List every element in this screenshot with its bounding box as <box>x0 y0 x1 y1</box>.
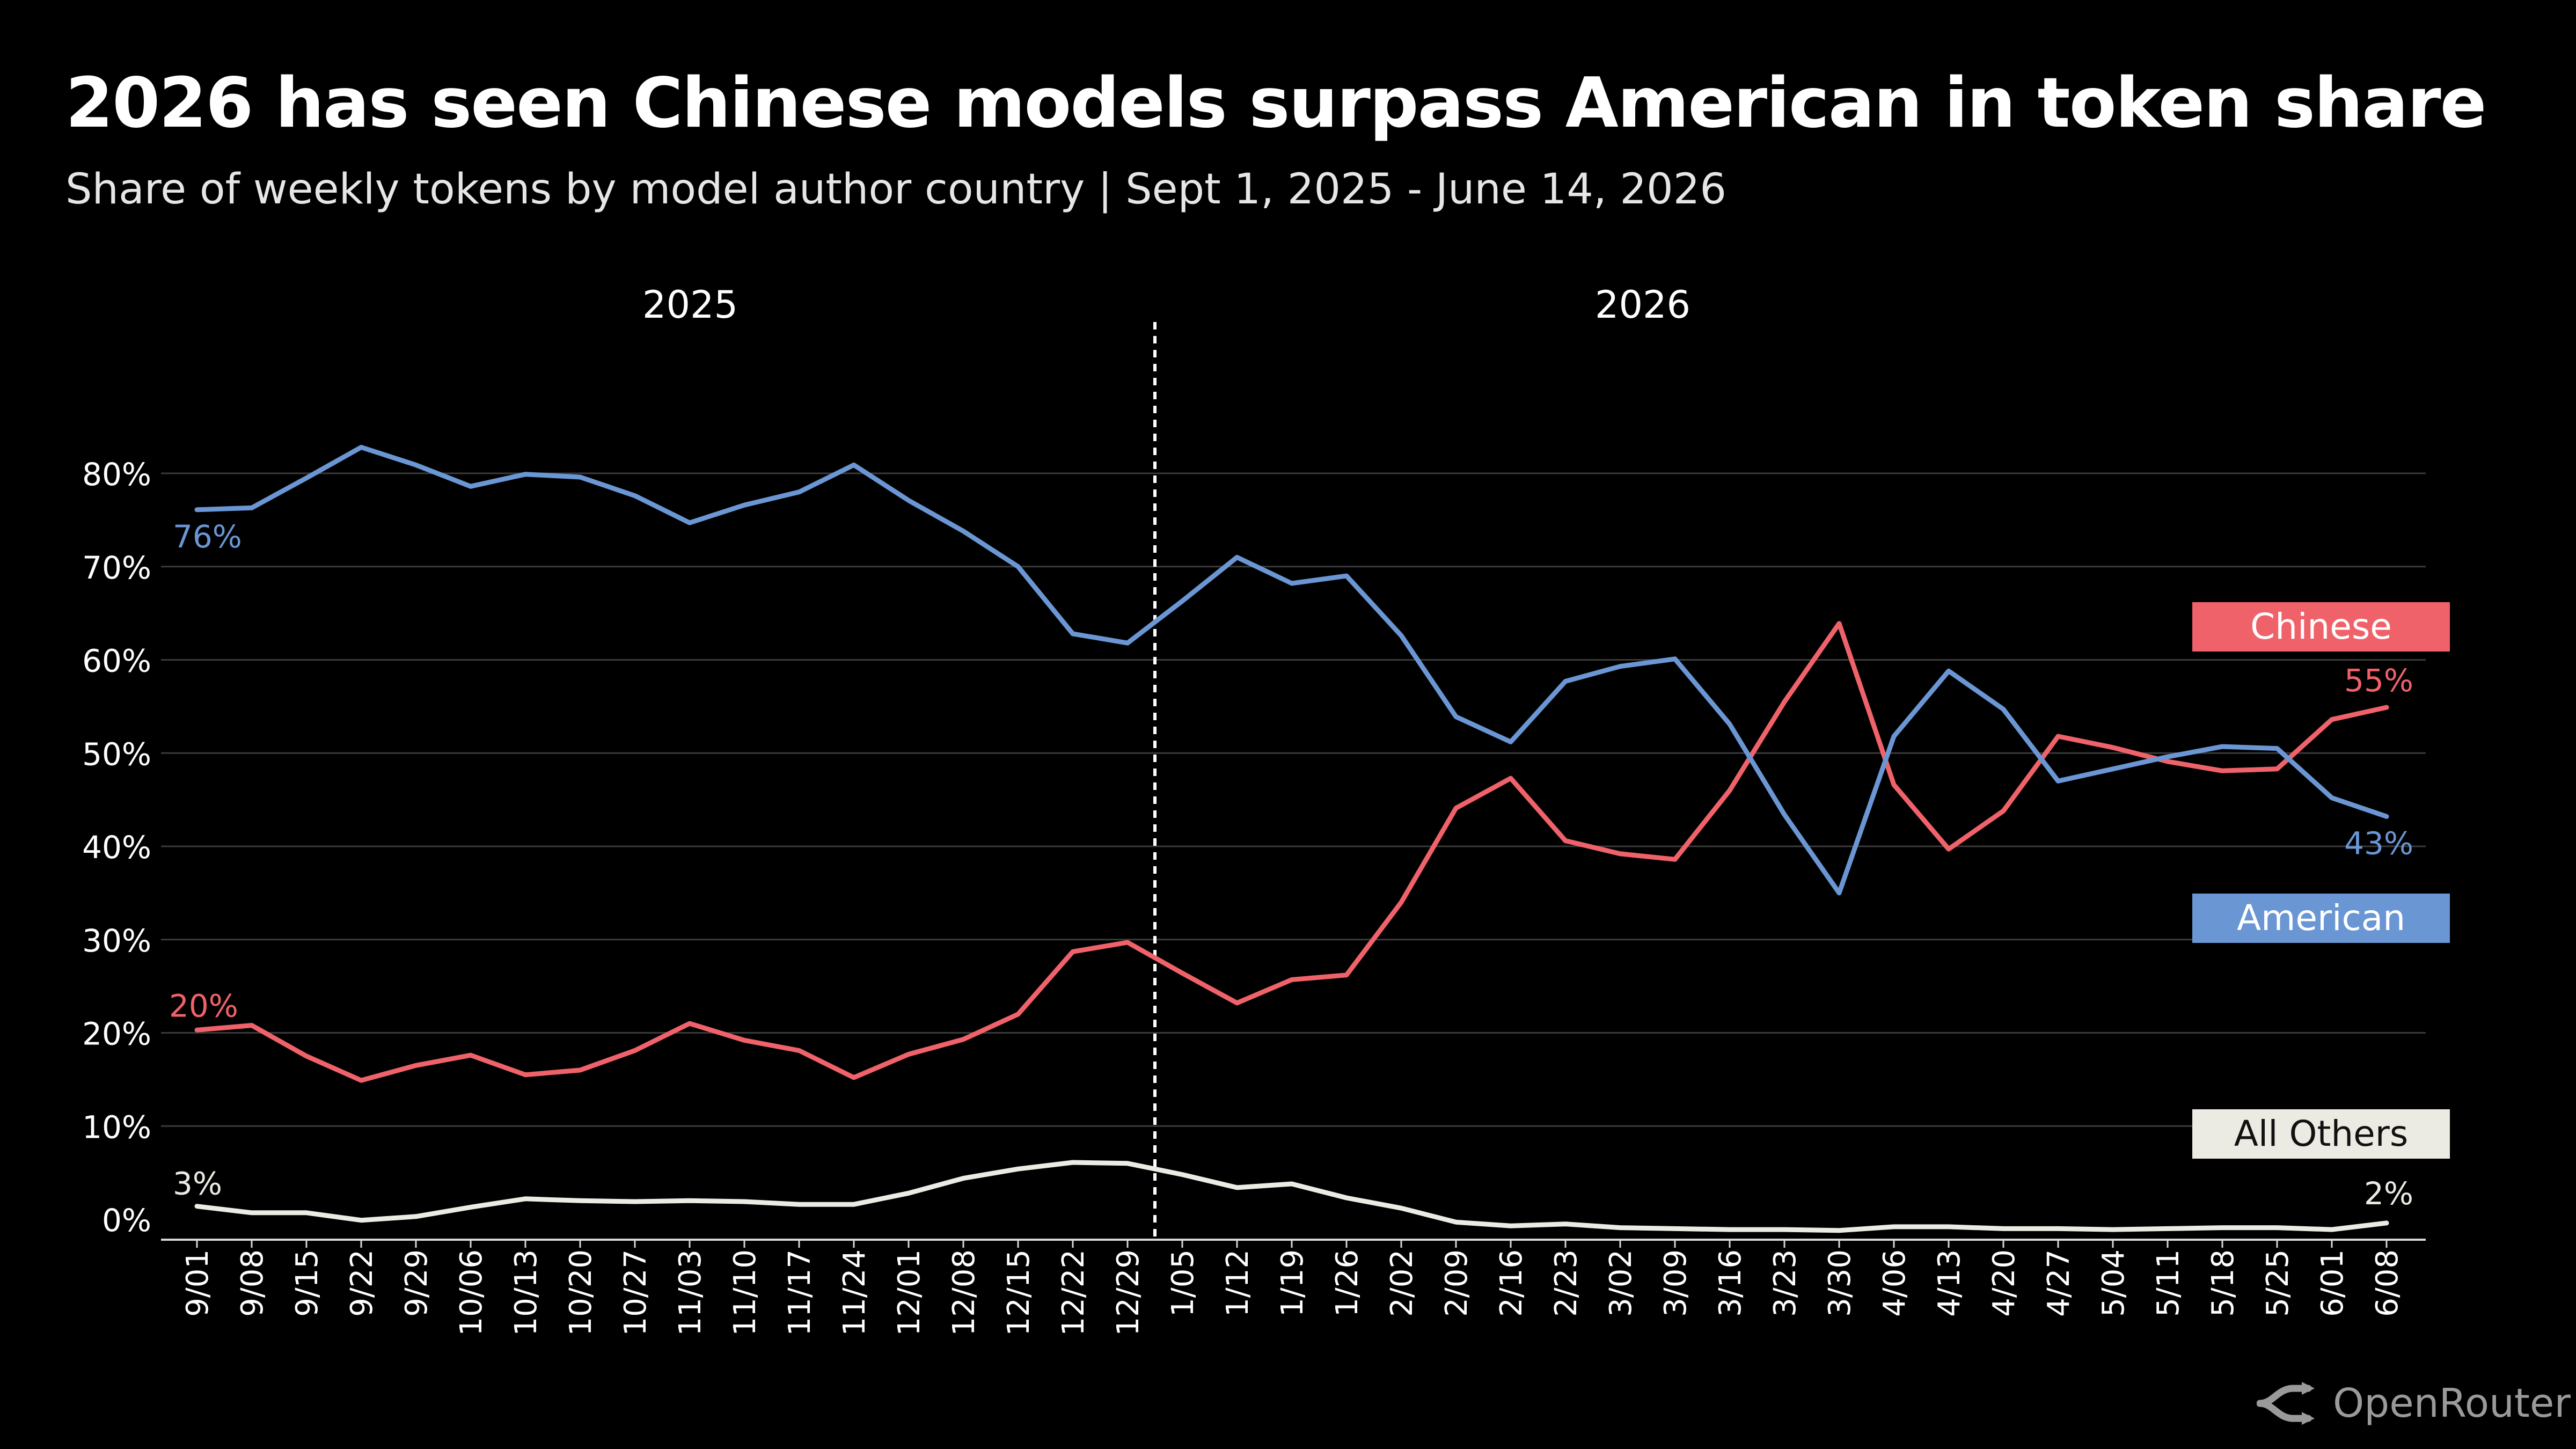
x-tick-label: 4/13 <box>1932 1249 1967 1317</box>
x-tick-label: 5/11 <box>2151 1249 2186 1317</box>
x-tick-label: 1/19 <box>1275 1249 1310 1317</box>
series-line-american <box>194 444 2389 896</box>
x-tick-label: 4/20 <box>1987 1249 2022 1317</box>
x-tick-label: 5/04 <box>2096 1249 2131 1317</box>
x-tick-label: 10/06 <box>454 1249 489 1336</box>
x-tick-label: 1/26 <box>1330 1249 1365 1317</box>
x-tick-label: 3/09 <box>1658 1249 1693 1317</box>
legend-label: American <box>2237 897 2405 939</box>
x-tick-label: 11/03 <box>673 1249 708 1336</box>
x-tick-label: 11/24 <box>837 1249 872 1336</box>
series-line-chinese <box>194 621 2389 1083</box>
legend-box-chinese <box>2192 602 2450 652</box>
legend-label: All Others <box>2234 1113 2409 1154</box>
y-tick-label: 20% <box>82 1016 151 1052</box>
american-start-label: 76% <box>173 518 242 555</box>
openrouter-logo-icon <box>2257 1382 2315 1425</box>
x-tick-label: 2/02 <box>1385 1249 1419 1317</box>
y-tick-label: 50% <box>82 736 151 772</box>
chinese-start-label: 20% <box>169 987 238 1024</box>
x-tick-label: 3/30 <box>1823 1249 1857 1317</box>
x-tick-label: 6/08 <box>2370 1249 2405 1317</box>
x-tick-label: 4/06 <box>1877 1249 1912 1317</box>
y-tick-label: 10% <box>82 1109 151 1145</box>
legend-box-all-others <box>2192 1109 2450 1159</box>
brand-logo: OpenRouter <box>2257 1380 2571 1426</box>
y-tick-label: 80% <box>82 456 151 493</box>
chart-title: 2026 has seen Chinese models surpass Ame… <box>65 63 2486 143</box>
others-start-label: 3% <box>173 1166 222 1202</box>
x-tick-label: 9/08 <box>235 1249 270 1317</box>
y-tick-label: 30% <box>82 923 151 959</box>
year-label-2026: 2026 <box>1595 283 1690 327</box>
x-tick-label: 12/22 <box>1056 1249 1091 1336</box>
x-tick-label: 1/12 <box>1220 1249 1255 1317</box>
x-tick-label: 9/15 <box>290 1249 325 1317</box>
y-tick-label: 70% <box>82 550 151 586</box>
series-line-all-others <box>194 1160 2389 1233</box>
legend-label: Chinese <box>2250 606 2392 647</box>
x-tick-label: 3/02 <box>1604 1249 1638 1317</box>
x-tick-label: 2/23 <box>1549 1249 1584 1317</box>
x-tick-label: 9/22 <box>345 1249 379 1317</box>
x-tick-label: 3/23 <box>1768 1249 1803 1317</box>
x-tick-label: 12/08 <box>947 1249 982 1336</box>
year-label-2025: 2025 <box>642 283 738 327</box>
x-tick-label: 12/01 <box>892 1249 927 1336</box>
x-tick-label: 5/25 <box>2260 1249 2295 1317</box>
x-tick-label: 6/01 <box>2315 1249 2350 1317</box>
y-tick-label: 40% <box>82 829 151 866</box>
y-tick-label: 0% <box>102 1202 151 1239</box>
american-end-label: 43% <box>2344 825 2413 861</box>
x-tick-label: 2/09 <box>1439 1249 1474 1317</box>
x-tick-label: 5/18 <box>2206 1249 2241 1317</box>
x-tick-label: 10/27 <box>618 1249 653 1336</box>
x-tick-label: 3/16 <box>1713 1249 1748 1317</box>
others-end-label: 2% <box>2364 1175 2413 1212</box>
legend-box-american <box>2192 894 2450 943</box>
x-tick-label: 11/17 <box>782 1249 817 1336</box>
x-tick-label: 2/16 <box>1494 1249 1529 1317</box>
brand-name: OpenRouter <box>2333 1380 2571 1426</box>
x-tick-label: 12/29 <box>1111 1249 1146 1336</box>
x-tick-label: 10/13 <box>509 1249 544 1336</box>
x-tick-label: 12/15 <box>1001 1249 1036 1336</box>
x-tick-label: 4/27 <box>2041 1249 2076 1317</box>
chart-subtitle: Share of weekly tokens by model author c… <box>65 165 1726 214</box>
x-tick-label: 11/10 <box>728 1249 763 1336</box>
x-tick-label: 9/01 <box>180 1249 215 1317</box>
chinese-end-label: 55% <box>2344 662 2413 699</box>
y-tick-label: 60% <box>82 643 151 679</box>
x-tick-label: 1/05 <box>1166 1249 1201 1317</box>
x-tick-label: 9/29 <box>399 1249 434 1317</box>
x-tick-label: 10/20 <box>564 1249 598 1336</box>
